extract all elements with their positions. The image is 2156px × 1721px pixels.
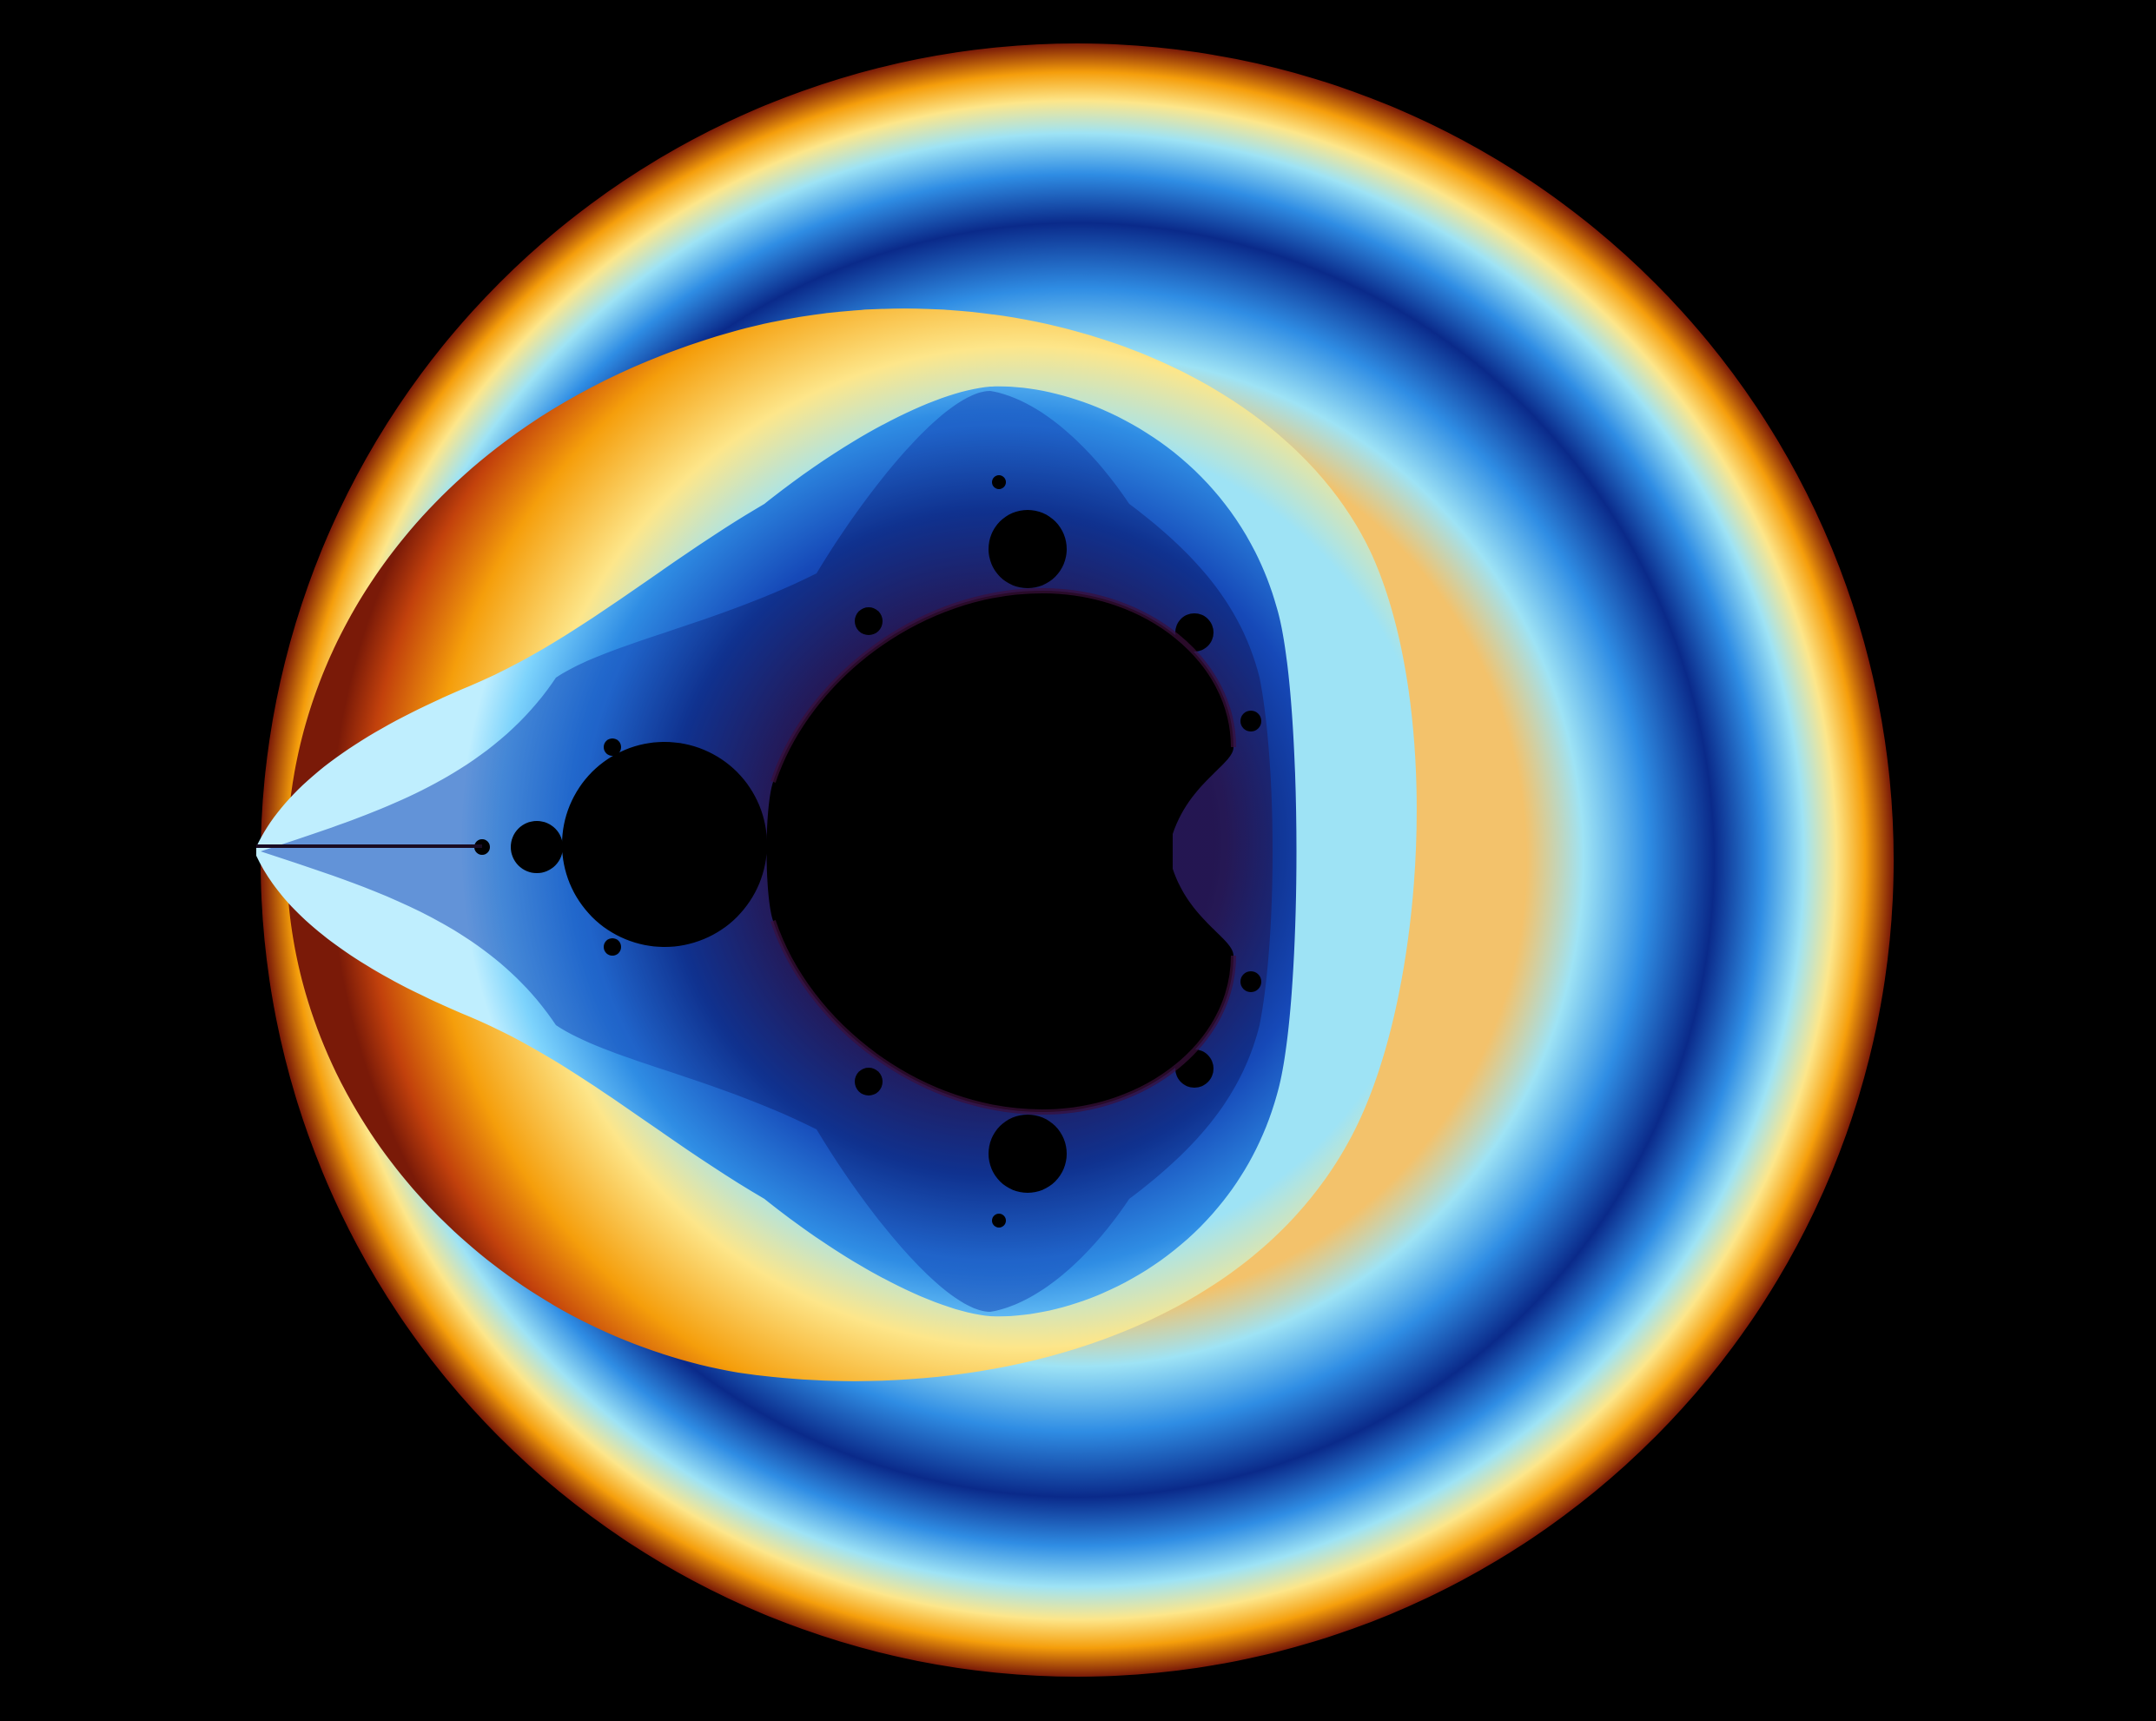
satellite-bulb: [1175, 1049, 1214, 1088]
antenna-filament: [256, 844, 482, 848]
top-period-3-bulb: [989, 510, 1067, 588]
satellite-bulb: [992, 1214, 1006, 1228]
period-4-bulb: [511, 821, 563, 873]
satellite-bulb: [1240, 711, 1261, 731]
main-cardioid: [766, 591, 1233, 1112]
set-boundary-glow: [770, 587, 1236, 783]
satellite-bulb: [1240, 971, 1261, 992]
set-boundary-glow: [770, 920, 1236, 1115]
satellite-bulb: [855, 607, 883, 635]
period-2-bulb: [562, 742, 767, 947]
satellite-bulb: [855, 1068, 883, 1095]
mandelbrot-set: [256, 475, 1261, 1228]
satellite-bulb: [604, 938, 621, 956]
satellite-bulb: [992, 475, 1006, 489]
satellite-bulb: [604, 738, 621, 756]
satellite-bulb: [1175, 613, 1214, 652]
bottom-period-3-bulb: [989, 1115, 1067, 1193]
